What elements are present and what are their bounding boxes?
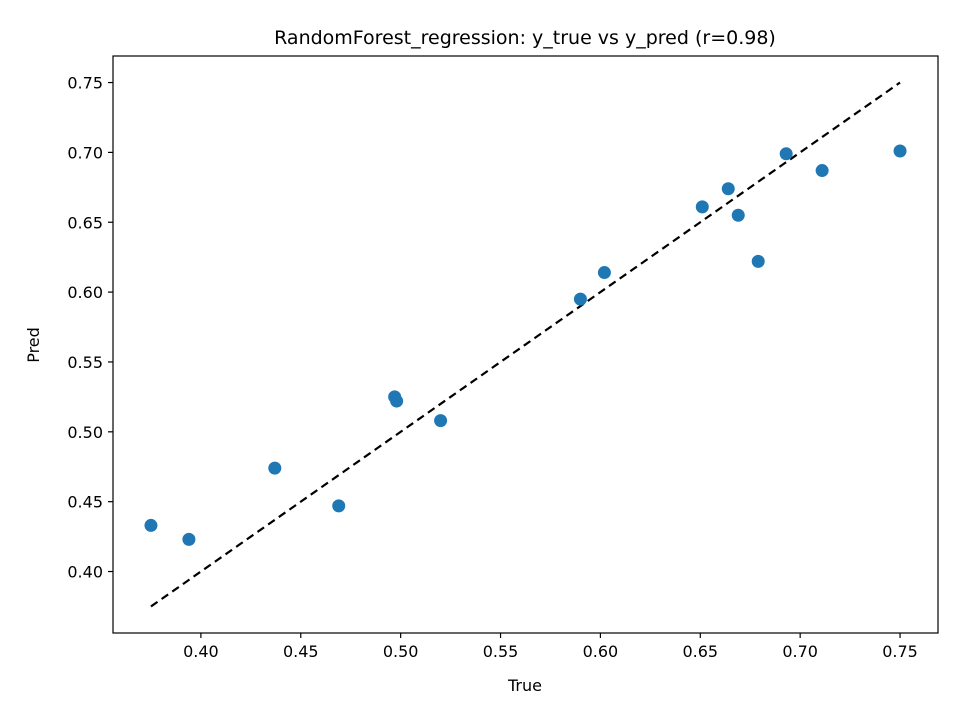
data-point-14	[779, 147, 793, 161]
x-tick-label: 0.65	[682, 642, 718, 661]
x-tick-label: 0.50	[383, 642, 419, 661]
y-tick-label: 0.50	[67, 423, 103, 442]
data-point-2	[182, 532, 196, 546]
chart-title: RandomForest_regression: y_true vs y_pre…	[274, 27, 776, 49]
x-axis: 0.40 0.45 0.50 0.55 0.60 0.65 0.70 0.75	[183, 633, 918, 661]
y-tick-label: 0.40	[67, 563, 103, 582]
data-point-13	[751, 254, 765, 268]
data-point-11	[721, 182, 735, 196]
y-tick-label: 0.70	[67, 143, 103, 162]
x-tick-label: 0.55	[483, 642, 519, 661]
data-point-12	[731, 208, 745, 222]
y-tick-label: 0.75	[67, 74, 103, 93]
y-tick-label: 0.60	[67, 283, 103, 302]
y-tick-label: 0.55	[67, 353, 103, 372]
data-point-9	[597, 266, 611, 280]
reference-line	[150, 81, 901, 608]
y-axis: 0.40 0.45 0.50 0.55 0.60 0.65 0.70 0.75	[67, 74, 113, 582]
y-axis-label: Pred	[24, 327, 43, 363]
plot-area	[144, 81, 907, 608]
x-tick-label: 0.75	[882, 642, 918, 661]
data-point-7	[434, 414, 448, 428]
data-point-10	[695, 200, 709, 214]
x-tick-label: 0.60	[583, 642, 619, 661]
x-axis-label: True	[507, 676, 542, 695]
x-tick-label: 0.45	[283, 642, 319, 661]
y-tick-label: 0.65	[67, 213, 103, 232]
data-point-6	[390, 394, 404, 408]
plot-frame	[112, 55, 939, 634]
data-point-8	[573, 292, 587, 306]
data-point-4	[332, 499, 346, 513]
data-point-1	[144, 518, 158, 532]
data-point-15	[815, 164, 829, 178]
data-point-3	[268, 461, 282, 475]
y-tick-label: 0.45	[67, 493, 103, 512]
x-tick-label: 0.70	[782, 642, 818, 661]
x-tick-label: 0.40	[183, 642, 219, 661]
data-point-16	[893, 144, 907, 158]
